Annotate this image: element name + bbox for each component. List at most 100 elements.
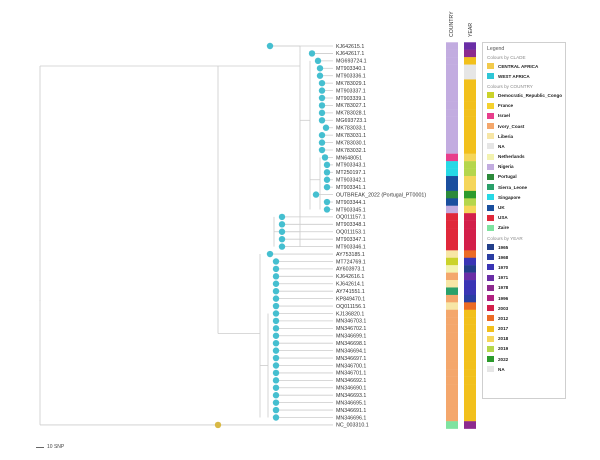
tip-node[interactable]: [316, 65, 324, 72]
tip-node[interactable]: [318, 131, 326, 139]
legend-item-label: 2003: [498, 305, 509, 311]
year-cell: [464, 198, 476, 206]
country-cell: [446, 94, 458, 102]
tip-node[interactable]: [318, 117, 326, 124]
tip-label: OUTBREAK_2022 (Portugal_PT0001): [336, 192, 426, 198]
legend-item: CENTRAL AFRICA: [487, 61, 561, 71]
legend-item: Liberia: [487, 131, 561, 141]
tip-node[interactable]: [323, 198, 331, 206]
legend-item-label: 2022: [498, 356, 509, 362]
year-cell: [464, 242, 476, 251]
legend-swatch: [487, 244, 494, 251]
legend-item: 2022: [487, 354, 561, 364]
tip-node[interactable]: [322, 124, 330, 131]
country-cell: [446, 190, 458, 199]
tip-node[interactable]: [272, 273, 280, 280]
tip-node[interactable]: [272, 406, 280, 414]
legend-swatch: [487, 345, 494, 352]
legend-panel: Legend Colours by CLADE CENTRAL AFRICA WES…: [482, 42, 566, 399]
legend-item-label: 1970: [498, 264, 509, 270]
tip-node[interactable]: [272, 362, 280, 369]
legend-swatch: [487, 143, 494, 150]
tip-node[interactable]: [266, 42, 274, 50]
tip-label: AY753185.1: [336, 252, 365, 258]
year-cell: [464, 294, 476, 303]
tip-node[interactable]: [278, 213, 286, 221]
year-cell: [464, 146, 476, 154]
tip-node[interactable]: [272, 302, 280, 310]
tip-node[interactable]: [272, 287, 280, 295]
tip-node[interactable]: [272, 310, 280, 317]
tip-node[interactable]: [272, 340, 280, 347]
tip-node[interactable]: [272, 377, 280, 384]
tip-node[interactable]: [308, 50, 316, 57]
tip-node[interactable]: [272, 354, 280, 362]
country-cell: [446, 272, 458, 281]
tip-node[interactable]: [272, 332, 280, 339]
tip-node[interactable]: [272, 399, 280, 406]
legend-item: WEST AFRICA: [487, 71, 561, 81]
tip-node[interactable]: [318, 79, 326, 87]
tip-node[interactable]: [278, 221, 286, 228]
tip-node[interactable]: [278, 228, 286, 235]
tip-node[interactable]: [272, 280, 280, 287]
tip-node[interactable]: [318, 139, 326, 146]
tip-node[interactable]: [312, 191, 320, 198]
tip-node[interactable]: [266, 250, 274, 258]
tip-node[interactable]: [318, 146, 326, 154]
tip-node[interactable]: [318, 94, 326, 102]
tip-node[interactable]: [272, 258, 280, 265]
tip-node[interactable]: [278, 243, 286, 250]
tip-node[interactable]: [323, 183, 331, 191]
tip-node[interactable]: [278, 235, 286, 243]
tip-node[interactable]: [323, 169, 331, 176]
legend-item-label: Nigeria: [498, 164, 514, 170]
year-cell: [464, 64, 476, 73]
legend-item-label: WEST AFRICA: [498, 73, 530, 79]
tip-node[interactable]: [318, 109, 326, 117]
tip-label: MT903337.1: [336, 88, 366, 94]
country-cell: [446, 324, 458, 333]
country-cell: [446, 146, 458, 154]
tip-node[interactable]: [321, 154, 329, 161]
country-cell: [446, 124, 458, 132]
tip-node[interactable]: [272, 325, 280, 332]
year-cell: [464, 398, 476, 407]
country-cell: [446, 421, 458, 429]
scale-bar-line: [36, 446, 44, 448]
tip-node[interactable]: [272, 347, 280, 354]
legend-item: 1971: [487, 273, 561, 283]
tip-node[interactable]: [272, 369, 280, 377]
legend-item: Israel: [487, 111, 561, 121]
country-cell: [446, 287, 458, 296]
tip-node[interactable]: [272, 295, 280, 302]
legend-item-label: Israel: [498, 113, 511, 119]
tip-node[interactable]: [323, 161, 331, 169]
tip-node[interactable]: [272, 317, 280, 325]
country-cell: [446, 72, 458, 80]
year-cell: [464, 332, 476, 340]
year-cell: [464, 124, 476, 132]
legend-swatch: [487, 123, 494, 130]
country-cell: [446, 369, 458, 377]
tip-node[interactable]: [318, 87, 326, 94]
country-cell: [446, 406, 458, 414]
tip-node[interactable]: [214, 421, 222, 429]
tip-node[interactable]: [272, 414, 280, 421]
year-cell: [464, 421, 476, 429]
country-cell: [446, 280, 458, 288]
tip-label: MG693724.1: [336, 59, 367, 65]
tip-node[interactable]: [323, 176, 331, 183]
legend-item: 2018: [487, 334, 561, 344]
tip-node[interactable]: [323, 206, 331, 213]
tip-label: MK783029.1: [336, 81, 366, 87]
country-cell: [446, 176, 458, 184]
tip-node[interactable]: [272, 384, 280, 391]
tip-node[interactable]: [314, 57, 322, 65]
tip-node[interactable]: [318, 102, 326, 109]
tip-node[interactable]: [316, 72, 324, 79]
legend-item-label: 1965: [498, 244, 509, 250]
tip-node[interactable]: [272, 265, 280, 273]
tip-node[interactable]: [272, 392, 280, 399]
legend-group-heading: Colours by CLADE: [487, 55, 526, 60]
